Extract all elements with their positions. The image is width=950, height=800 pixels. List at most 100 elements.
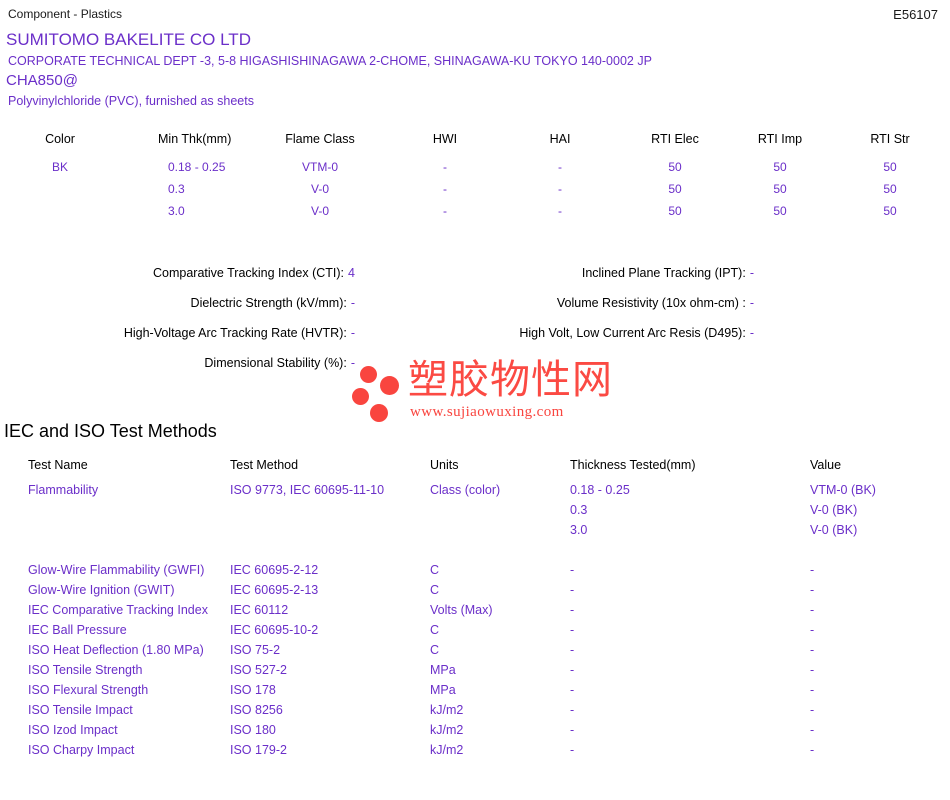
property-cti-label: Comparative Tracking Index (CTI):	[153, 266, 345, 280]
property-dimensional-stability-value: -	[350, 356, 355, 370]
watermark-dot-icon	[352, 388, 369, 405]
table-row: IEC Comparative Tracking Index IEC 60112…	[0, 603, 950, 623]
material-grade-name[interactable]: CHA850@	[6, 72, 78, 89]
company-name[interactable]: SUMITOMO BAKELITE CO LTD	[6, 30, 251, 49]
col-header-rti-str: RTI Str	[870, 132, 910, 146]
cell-rti-elec: 50	[668, 204, 682, 218]
cell-test-name	[0, 543, 230, 563]
cell-hwi: -	[443, 182, 447, 196]
test-table-header-row: Test Name Test Method Units Thickness Te…	[0, 458, 950, 483]
company-address: CORPORATE TECHNICAL DEPT -3, 5-8 HIGASHI…	[8, 54, 652, 68]
col-header-flame-class: Flame Class	[285, 132, 355, 146]
cell-test-name: Flammability	[28, 483, 99, 497]
cell-value: -	[810, 743, 815, 757]
page-title: IEC and ISO Test Methods	[4, 421, 217, 441]
table-row: Glow-Wire Ignition (GWIT) IEC 60695-2-13…	[0, 583, 950, 603]
cell-test-name: IEC Ball Pressure	[28, 623, 127, 637]
property-row: High-Voltage Arc Tracking Rate (HVTR): - …	[0, 326, 950, 356]
cell-rti-elec: 50	[668, 182, 682, 196]
property-ipt: Inclined Plane Tracking (IPT): -	[582, 266, 754, 280]
cell-value: -	[810, 603, 815, 617]
cell-units	[430, 523, 570, 543]
cell-units	[430, 503, 570, 523]
cell-value: -	[810, 703, 815, 717]
property-ipt-label: Inclined Plane Tracking (IPT):	[581, 266, 746, 280]
cell-test-name: ISO Flexural Strength	[28, 683, 149, 697]
cell-test-method: ISO 179-2	[230, 743, 287, 757]
cell-test-method: ISO 178	[230, 683, 276, 697]
cell-value: -	[810, 583, 815, 597]
cell-thickness	[570, 543, 810, 563]
cell-test-name: ISO Tensile Strength	[28, 663, 143, 677]
cell-thickness: -	[570, 623, 575, 637]
table-row: ISO Tensile Strength ISO 527-2 MPa - -	[0, 663, 950, 683]
cell-rti-str: 50	[883, 160, 897, 174]
table-row: 0.3 V-0 (BK)	[0, 503, 950, 523]
component-category-label: Component - Plastics	[8, 7, 123, 21]
cell-test-method: ISO 9773, IEC 60695-11-10	[230, 483, 385, 497]
cell-hwi: -	[443, 204, 447, 218]
cell-color: BK	[51, 160, 68, 174]
table-row: ISO Flexural Strength ISO 178 MPa - -	[0, 683, 950, 703]
cell-thickness: 0.3	[570, 503, 588, 517]
col-header-thickness: Thickness Tested(mm)	[570, 458, 696, 472]
table-row: Flammability ISO 9773, IEC 60695-11-10 C…	[0, 483, 950, 503]
cell-flame-class: V-0	[310, 204, 329, 218]
ratings-table: Color Min Thk(mm) Flame Class HWI HAI RT…	[0, 132, 950, 226]
cell-thickness: -	[570, 683, 575, 697]
col-header-test-method: Test Method	[230, 458, 299, 472]
cell-thickness: -	[570, 743, 575, 757]
property-d495-value: -	[749, 326, 754, 340]
property-row: Dimensional Stability (%): -	[0, 356, 950, 386]
cell-rti-str: 50	[883, 182, 897, 196]
cell-thickness: -	[570, 603, 575, 617]
property-dielectric-strength: Dielectric Strength (kV/mm): -	[191, 296, 355, 310]
table-row: BK 0.18 - 0.25 VTM-0 - - 50 50 50	[0, 160, 950, 182]
cell-rti-elec: 50	[668, 160, 682, 174]
table-row: IEC Ball Pressure IEC 60695-10-2 C - -	[0, 623, 950, 643]
cell-units: kJ/m2	[430, 703, 464, 717]
cell-value: V-0 (BK)	[810, 503, 858, 517]
cell-units: Volts (Max)	[430, 603, 493, 617]
cell-test-method: IEC 60695-2-12	[230, 563, 319, 577]
watermark-dot-icon	[370, 404, 388, 422]
property-hvtr-label: High-Voltage Arc Tracking Rate (HVTR):	[123, 326, 347, 340]
cell-thickness: -	[570, 703, 575, 717]
cell-test-method: ISO 527-2	[230, 663, 287, 677]
property-dielectric-strength-value: -	[350, 296, 355, 310]
cell-test-method: IEC 60112	[230, 603, 289, 617]
col-header-value: Value	[810, 458, 842, 472]
material-description: Polyvinylchloride (PVC), furnished as sh…	[8, 94, 254, 108]
cell-thickness: -	[570, 663, 575, 677]
ratings-table-header-row: Color Min Thk(mm) Flame Class HWI HAI RT…	[0, 132, 950, 160]
table-row: ISO Izod Impact ISO 180 kJ/m2 - -	[0, 723, 950, 743]
cell-units: C	[430, 623, 440, 637]
col-header-rti-elec: RTI Elec	[651, 132, 699, 146]
table-row: ISO Charpy Impact ISO 179-2 kJ/m2 - -	[0, 743, 950, 763]
property-cti: Comparative Tracking Index (CTI): 4	[153, 266, 355, 280]
col-header-rti-imp: RTI Imp	[757, 132, 803, 146]
property-volume-resistivity-label: Volume Resistivity (10x ohm-cm) :	[556, 296, 746, 310]
cell-rti-imp: 50	[773, 204, 787, 218]
cell-units: MPa	[430, 683, 456, 697]
cell-units: C	[430, 643, 440, 657]
cell-thickness: -	[570, 563, 575, 577]
cell-color	[0, 182, 120, 204]
cell-test-method: IEC 60695-10-2	[230, 623, 319, 637]
cell-test-method: ISO 8256	[230, 703, 283, 717]
watermark-url: www.sujiaowuxing.com	[410, 404, 564, 420]
cell-thickness: -	[570, 643, 575, 657]
cell-value	[810, 543, 950, 563]
cell-min-thickness: 3.0	[168, 204, 185, 218]
property-ipt-value: -	[749, 266, 754, 280]
cell-flame-class: V-0	[310, 182, 329, 196]
table-row: Glow-Wire Flammability (GWFI) IEC 60695-…	[0, 563, 950, 583]
property-dimensional-stability: Dimensional Stability (%): -	[204, 356, 355, 370]
table-row: 0.3 V-0 - - 50 50 50	[0, 182, 950, 204]
cell-test-name	[0, 523, 230, 543]
cell-min-thickness: 0.18 - 0.25	[168, 160, 226, 174]
cell-hai: -	[558, 182, 562, 196]
cell-test-name: Glow-Wire Ignition (GWIT)	[28, 583, 175, 597]
cell-color	[0, 204, 120, 226]
ul-file-number: E56107	[893, 7, 938, 22]
